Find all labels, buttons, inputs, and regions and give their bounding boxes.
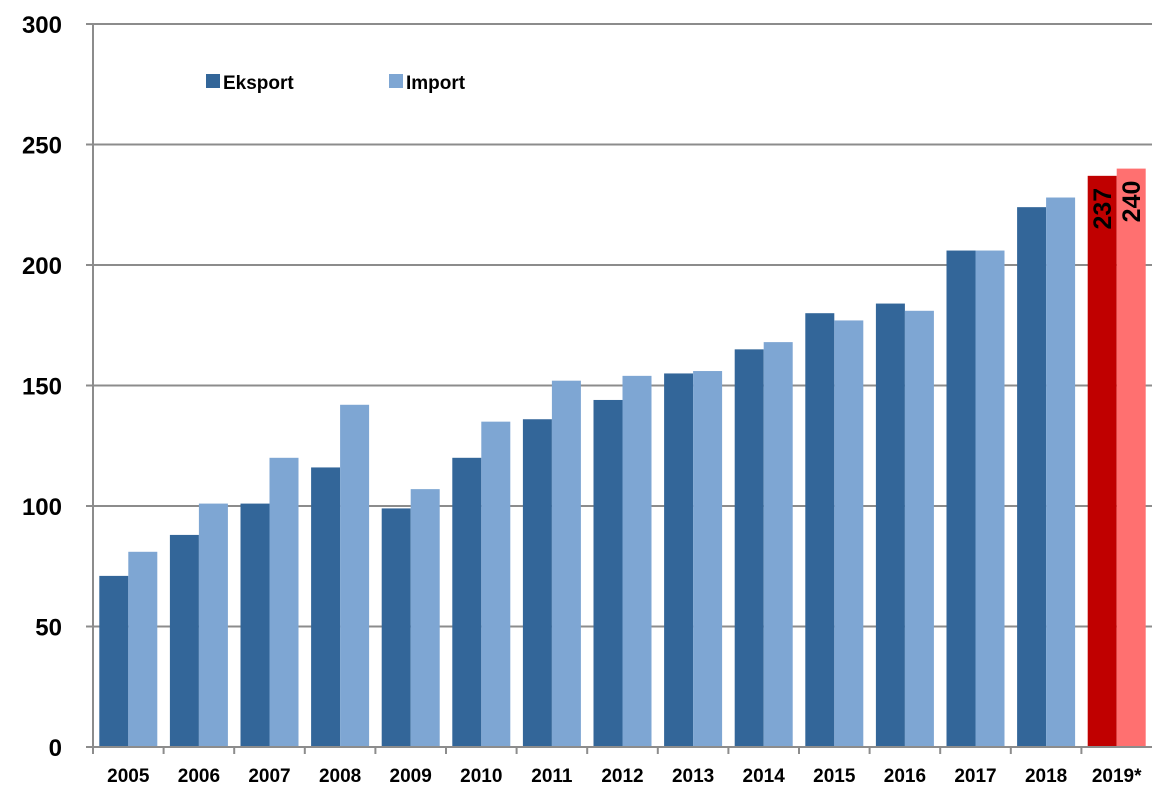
bar-eksport-2007 [240, 503, 270, 747]
bar-eksport-2006 [169, 534, 199, 747]
x-tick-label: 2012 [601, 766, 643, 787]
data-labels: 237 240 [1089, 181, 1146, 230]
bar-import-2014 [763, 342, 793, 747]
y-tick-labels: 0 50 100 150 200 250 300 [22, 12, 62, 762]
bar-eksport-2008 [311, 467, 341, 747]
x-tick-label: 2009 [390, 766, 432, 787]
bar-eksport-2015 [805, 313, 835, 747]
bar-eksport-2009 [381, 508, 411, 747]
bar-import-2010 [481, 421, 511, 747]
x-tick-label: 2018 [1025, 766, 1067, 787]
bar-import-2007 [269, 457, 299, 747]
bar-eksport-2016 [875, 303, 905, 747]
legend-label-import: Import [406, 73, 466, 94]
bar-eksport-2017 [946, 250, 976, 748]
legend-swatch-import [389, 74, 403, 88]
y-tick-label: 300 [22, 12, 62, 39]
x-tick-label: 2010 [460, 766, 502, 787]
bar-import-2006 [198, 503, 228, 747]
y-tick-label: 150 [22, 374, 62, 401]
y-tick-label: 100 [22, 494, 62, 521]
legend-swatch-eksport [206, 74, 220, 88]
y-tick-label: 50 [35, 615, 62, 642]
bar-import-2011 [551, 380, 581, 747]
bar-eksport-2012 [593, 399, 623, 747]
x-tick-label: 2015 [813, 766, 856, 787]
x-tick-label: 2017 [954, 766, 996, 787]
y-tick-label: 250 [22, 133, 62, 160]
x-tick-label: 2006 [178, 766, 220, 787]
bar-eksport-2018 [1017, 207, 1047, 747]
bar-import-2016 [904, 310, 934, 747]
bar-import-2015 [834, 320, 864, 747]
legend: Eksport Import [206, 73, 466, 94]
bar-eksport-2013 [664, 373, 694, 747]
x-tick-label: 2011 [531, 766, 573, 787]
bar-import-2008 [340, 404, 370, 747]
x-tick-label: 2013 [672, 766, 714, 787]
x-tick-label: 2014 [743, 766, 786, 787]
bar-eksport-2014 [734, 349, 764, 747]
bar-eksport-2019 [1087, 175, 1117, 747]
axes [86, 23, 1152, 754]
bar-import-2019 [1116, 168, 1146, 748]
bar-import-2009 [410, 489, 440, 747]
y-tick-label: 200 [22, 253, 62, 280]
bar-import-2005 [128, 551, 158, 747]
data-label-eksport-2019: 237 [1089, 188, 1117, 230]
x-tick-label: 2008 [319, 766, 361, 787]
x-tick-label: 2005 [107, 766, 150, 787]
x-tick-labels: 2005 2006 2007 2008 2009 2010 2011 2012 2013 2014… [107, 766, 1142, 787]
bar-import-2013 [693, 371, 723, 747]
x-tick-label: 2007 [248, 766, 290, 787]
legend-label-eksport: Eksport [223, 73, 294, 94]
data-label-import-2019: 240 [1118, 181, 1146, 223]
bar-import-2018 [1046, 197, 1076, 747]
bar-import-2017 [975, 250, 1005, 748]
bar-import-2012 [622, 375, 652, 747]
bar-eksport-2011 [522, 419, 552, 747]
y-tick-label: 0 [49, 735, 62, 762]
bar-eksport-2005 [99, 575, 129, 747]
bars [99, 168, 1146, 748]
x-tick-label: 2019* [1092, 766, 1142, 787]
bar-eksport-2010 [452, 457, 482, 747]
x-tick-label: 2016 [884, 766, 926, 787]
